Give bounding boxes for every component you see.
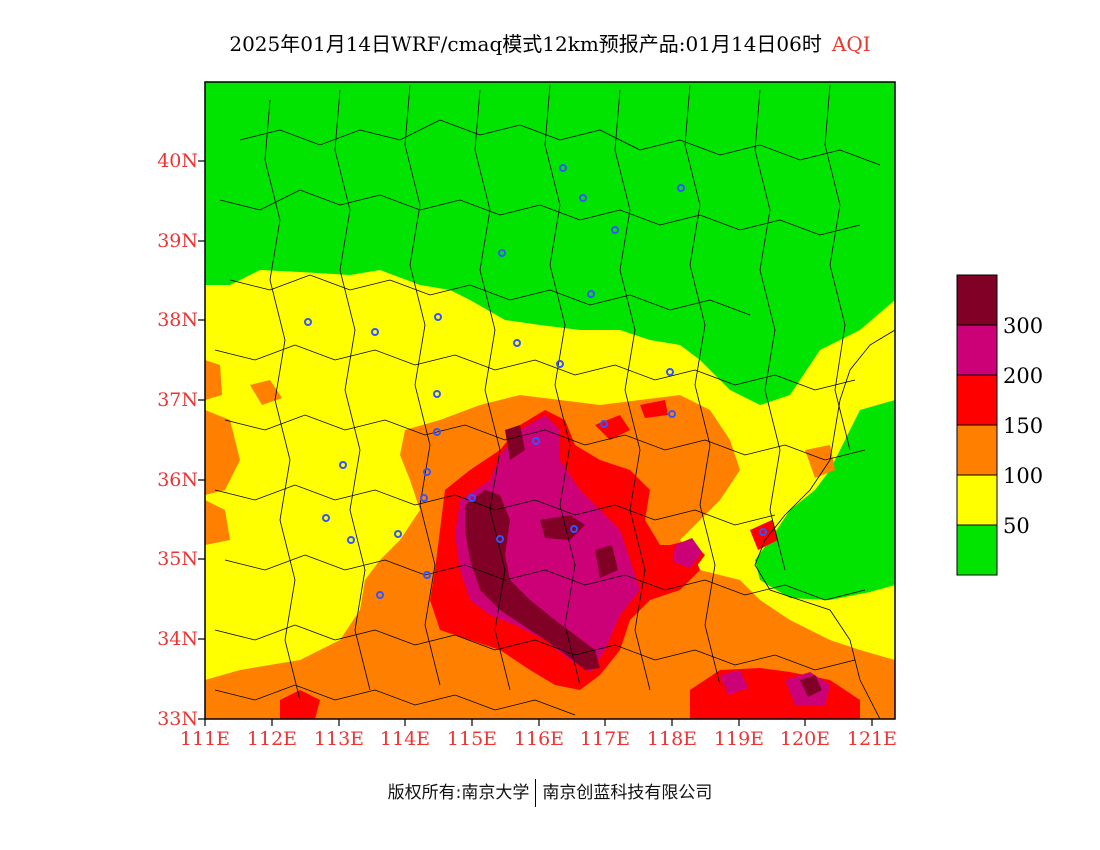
legend-label-300: 300: [1003, 314, 1044, 338]
lat-label-39: 39N: [157, 230, 198, 252]
legend-label-50: 50: [1003, 514, 1030, 538]
maroon-zone: [465, 490, 600, 670]
lon-ticks: [204, 719, 873, 726]
lon-label-117: 117E: [579, 728, 631, 750]
copyright-owner: 版权所有:南京大学: [387, 783, 530, 803]
lon-label-113: 113E: [313, 728, 365, 750]
lon-label-115: 115E: [446, 728, 498, 750]
lat-label-38: 38N: [157, 309, 198, 331]
lon-label-119: 119E: [713, 728, 765, 750]
map-title: 2025年01月14日WRF/cmaq模式12km预报产品:01月14日06时 A…: [0, 28, 1100, 57]
lon-label-118: 118E: [646, 728, 698, 750]
lon-label-121: 121E: [846, 728, 898, 750]
lon-label-120: 120E: [779, 728, 831, 750]
legend-label-200: 200: [1003, 364, 1044, 388]
copyright-company: 南京创蓝科技有限公司: [542, 783, 713, 803]
lat-ticks: [198, 160, 205, 720]
legend-label-100: 100: [1003, 464, 1044, 488]
lat-label-40: 40N: [157, 150, 198, 172]
lon-label-112: 112E: [246, 728, 298, 750]
lat-label-33: 33N: [157, 708, 198, 730]
green-zone-north: [205, 82, 895, 405]
legend-label-150: 150: [1003, 414, 1044, 438]
lon-label-116: 116E: [513, 728, 565, 750]
lat-label-35: 35N: [157, 548, 198, 570]
copyright-divider: [535, 779, 537, 807]
lon-label-114: 114E: [379, 728, 431, 750]
lat-label-37: 37N: [157, 389, 198, 411]
title-main: 2025年01月14日WRF/cmaq模式12km预报产品:01月14日06时: [229, 32, 822, 56]
green-zone-east: [755, 400, 895, 600]
admin-boundaries: [214, 84, 895, 719]
lat-label-36: 36N: [157, 469, 198, 491]
title-product: AQI: [831, 32, 871, 56]
copyright-footer: 版权所有:南京大学 南京创蓝科技有限公司: [0, 778, 1100, 807]
legend-colorbar: [956, 274, 998, 576]
station-markers: [304, 164, 767, 599]
lon-label-111: 111E: [179, 728, 231, 750]
lat-label-34: 34N: [157, 628, 198, 650]
aqi-field: [205, 82, 895, 719]
